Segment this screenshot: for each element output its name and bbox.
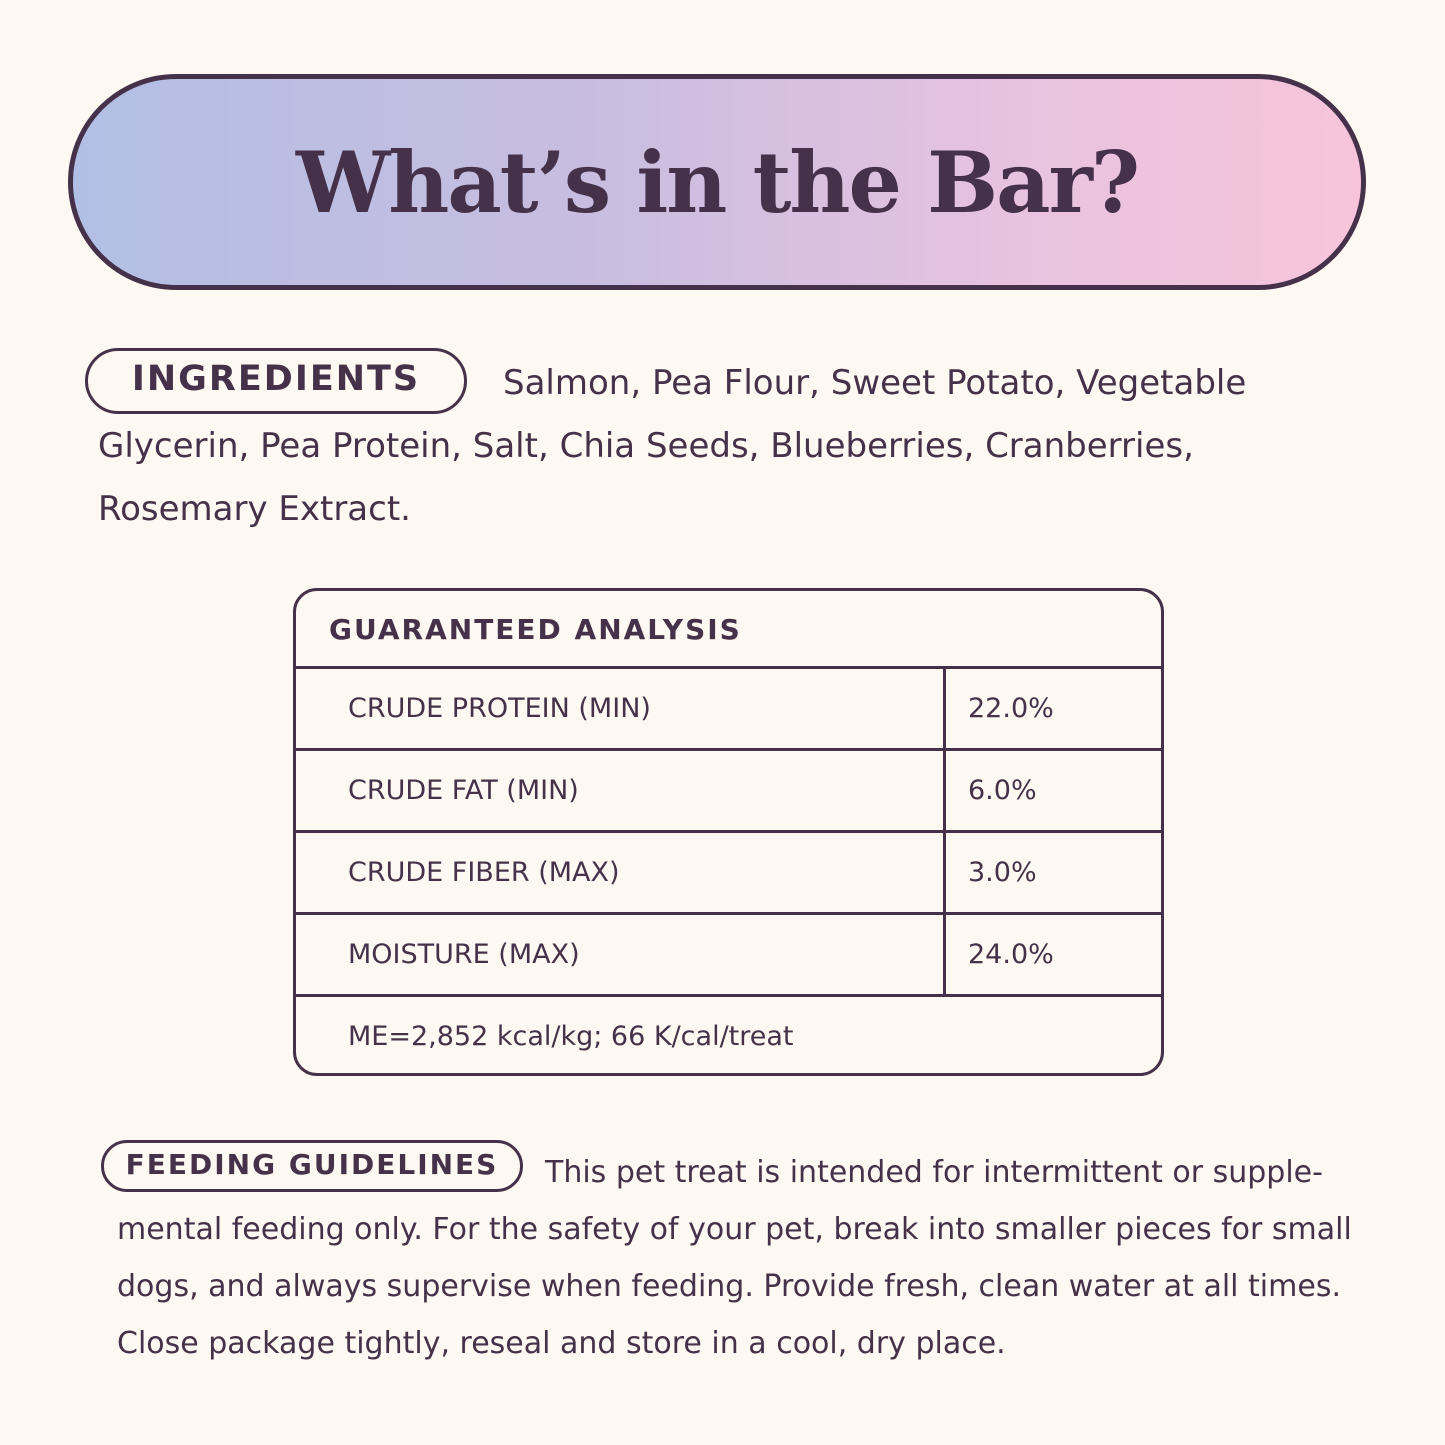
feeding-text: This pet treat is intended for intermitt… <box>117 1155 1352 1361</box>
analysis-title: GUARANTEED ANALYSIS <box>296 591 1161 669</box>
energy-footer: ME=2,852 kcal/kg; 66 K/cal/treat <box>348 1021 794 1052</box>
feeding-label: FEEDING GUIDELINES <box>101 1140 523 1192</box>
row-label: CRUDE FAT (MIN) <box>296 751 946 830</box>
row-value: 6.0% <box>968 775 1037 806</box>
row-label: MOISTURE (MAX) <box>296 915 946 994</box>
row-label: CRUDE PROTEIN (MIN) <box>296 669 946 748</box>
table-row: CRUDE FIBER (MAX) 3.0% <box>296 833 1161 915</box>
ingredients-text: Salmon, Pea Flour, Sweet Potato, Vegetab… <box>98 363 1247 529</box>
table-row: CRUDE PROTEIN (MIN) 22.0% <box>296 669 1161 751</box>
feeding-section: FEEDING GUIDELINES This pet treat is inte… <box>101 1140 1357 1372</box>
guaranteed-analysis-table: GUARANTEED ANALYSIS CRUDE PROTEIN (MIN) 2… <box>293 588 1164 1076</box>
ingredients-section: INGREDIENTS Salmon, Pea Flour, Sweet Pota… <box>85 348 1368 541</box>
row-value: 22.0% <box>968 693 1054 724</box>
page-title: What’s in the Bar? <box>295 132 1140 232</box>
row-value: 3.0% <box>968 857 1037 888</box>
ingredients-label: INGREDIENTS <box>85 348 467 414</box>
row-label: CRUDE FIBER (MAX) <box>296 833 946 912</box>
title-banner: What’s in the Bar? <box>68 74 1366 290</box>
table-row: CRUDE FAT (MIN) 6.0% <box>296 751 1161 833</box>
table-row: MOISTURE (MAX) 24.0% <box>296 915 1161 997</box>
row-value: 24.0% <box>968 939 1054 970</box>
